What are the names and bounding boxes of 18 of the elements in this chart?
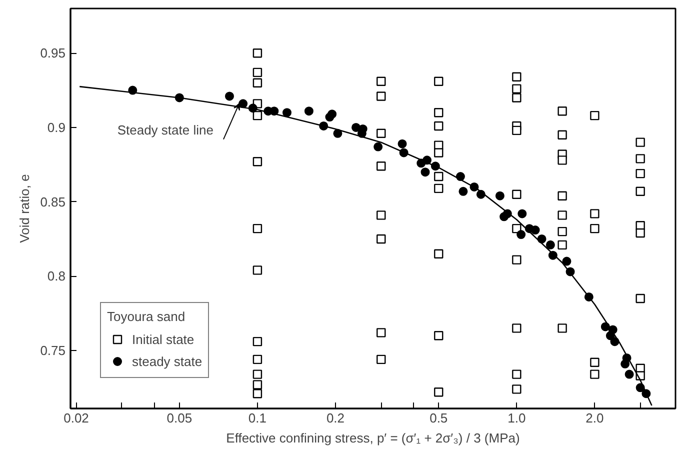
legend-title: Toyoura sand <box>107 309 186 324</box>
x-tick-label: 0.5 <box>430 410 448 426</box>
y-tick-label: 0.8 <box>47 268 66 284</box>
y-tick-label: 0.9 <box>47 120 66 135</box>
y-axis-title: Void ratio, e <box>17 174 32 243</box>
y-tick-label: 0.95 <box>40 46 66 61</box>
x-tick-label: 0.1 <box>248 410 266 426</box>
x-axis-title: Effective confining stress, p′ = (σ′₁ + 2σ′₃) / 3 (MPa) <box>226 430 520 446</box>
x-tick-label: 0.2 <box>326 410 345 426</box>
x-tick-label: 0.05 <box>166 410 192 426</box>
legend-label: steady state <box>132 354 202 368</box>
x-tick-label: 2.0 <box>586 410 604 426</box>
x-tick-label: 0.02 <box>64 410 89 426</box>
annotation: Steady state line <box>117 122 214 138</box>
y-tick-label: 0.75 <box>40 343 66 358</box>
x-tick-label: 1.0 <box>508 410 526 426</box>
legend-label: Initial state <box>132 332 194 346</box>
y-tick-label: 0.85 <box>40 194 66 210</box>
